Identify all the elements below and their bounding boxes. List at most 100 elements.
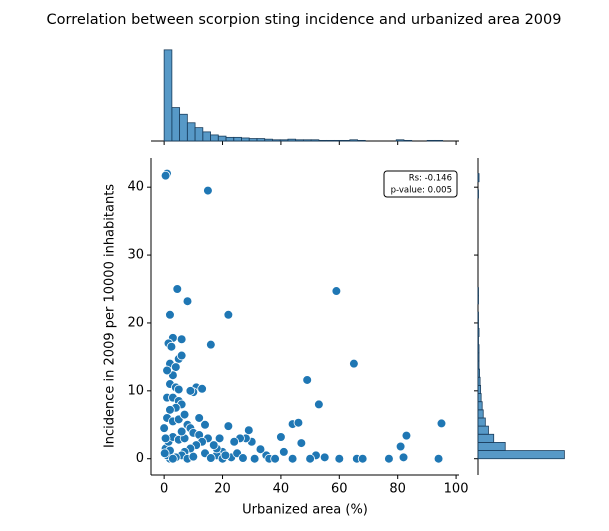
bar [477, 311, 479, 321]
chart-title: Correlation between scorpion sting incid… [47, 12, 562, 28]
point [166, 341, 177, 352]
bar [477, 425, 489, 435]
bar [477, 189, 479, 199]
bar [272, 139, 281, 142]
bar [403, 139, 413, 142]
bar [477, 393, 482, 403]
point [293, 417, 304, 428]
bar [287, 138, 297, 142]
bar [210, 134, 219, 142]
x-tick-label: 0 [160, 482, 168, 497]
bar [248, 138, 258, 142]
point [176, 426, 187, 437]
x-tick-label: 60 [331, 482, 348, 497]
point [176, 350, 187, 361]
point [436, 418, 447, 429]
bar [186, 122, 196, 142]
bar [256, 138, 266, 142]
point [197, 383, 207, 394]
point [287, 453, 298, 464]
bar [318, 139, 328, 142]
bar [395, 139, 405, 142]
y-tick-label: 0 [136, 451, 144, 466]
bar [357, 139, 366, 142]
bar [310, 139, 320, 142]
point [276, 432, 286, 442]
bar [333, 139, 343, 142]
bar [434, 139, 444, 142]
x-axis-label: Urbanized area (%) [242, 503, 368, 518]
bar [217, 135, 227, 142]
point [395, 441, 406, 452]
bar [477, 327, 480, 337]
bar [264, 138, 273, 142]
point [334, 453, 345, 464]
point [214, 433, 225, 444]
point [165, 310, 175, 320]
bar [477, 368, 480, 378]
bar [477, 173, 480, 183]
y-axis-label: Incidence in 2009 per 10000 inhabitants [103, 184, 118, 448]
bar [477, 376, 481, 386]
bar [302, 139, 312, 142]
point [384, 453, 394, 464]
bar [341, 139, 351, 142]
point [331, 286, 342, 296]
point [314, 399, 324, 410]
annotation: Rs: -0.146 [409, 174, 452, 184]
point [206, 453, 216, 463]
point [160, 170, 171, 181]
bar [477, 409, 484, 419]
point [168, 453, 178, 464]
point [229, 436, 240, 447]
y-tick-label: 10 [127, 383, 144, 398]
bar [477, 450, 565, 460]
point [302, 375, 312, 385]
point [223, 310, 234, 320]
point [401, 430, 412, 441]
bar [171, 107, 181, 142]
bar [295, 139, 304, 142]
point [206, 339, 216, 350]
point [255, 444, 266, 455]
bar [349, 139, 358, 142]
point [398, 452, 409, 463]
point [220, 450, 231, 461]
y-tick-label: 40 [127, 180, 144, 195]
x-tick-label: 40 [273, 482, 290, 497]
point [203, 185, 213, 196]
point [249, 453, 260, 464]
point [357, 453, 368, 464]
bar [225, 136, 235, 142]
point [194, 413, 204, 423]
annotation: p-value: 0.005 [391, 186, 452, 196]
annotation-box [383, 170, 458, 198]
bar [477, 319, 479, 329]
point [165, 405, 175, 415]
y-tick-label: 20 [127, 315, 144, 330]
bar [477, 433, 495, 443]
bar [477, 336, 479, 346]
point [159, 448, 170, 459]
bar [477, 384, 482, 394]
point [223, 421, 234, 431]
point [319, 452, 330, 463]
bar [477, 287, 479, 297]
point [433, 453, 444, 464]
point [162, 365, 172, 376]
bar [477, 360, 480, 370]
point [176, 334, 187, 345]
point [160, 433, 171, 444]
y-tick-label: 30 [127, 248, 144, 263]
bar [179, 113, 188, 142]
x-tick-label: 80 [389, 482, 406, 497]
bar [241, 137, 250, 142]
point [238, 453, 248, 463]
bar [426, 139, 436, 142]
point [179, 409, 190, 420]
point [188, 451, 199, 462]
point [244, 425, 254, 435]
point [171, 362, 181, 372]
